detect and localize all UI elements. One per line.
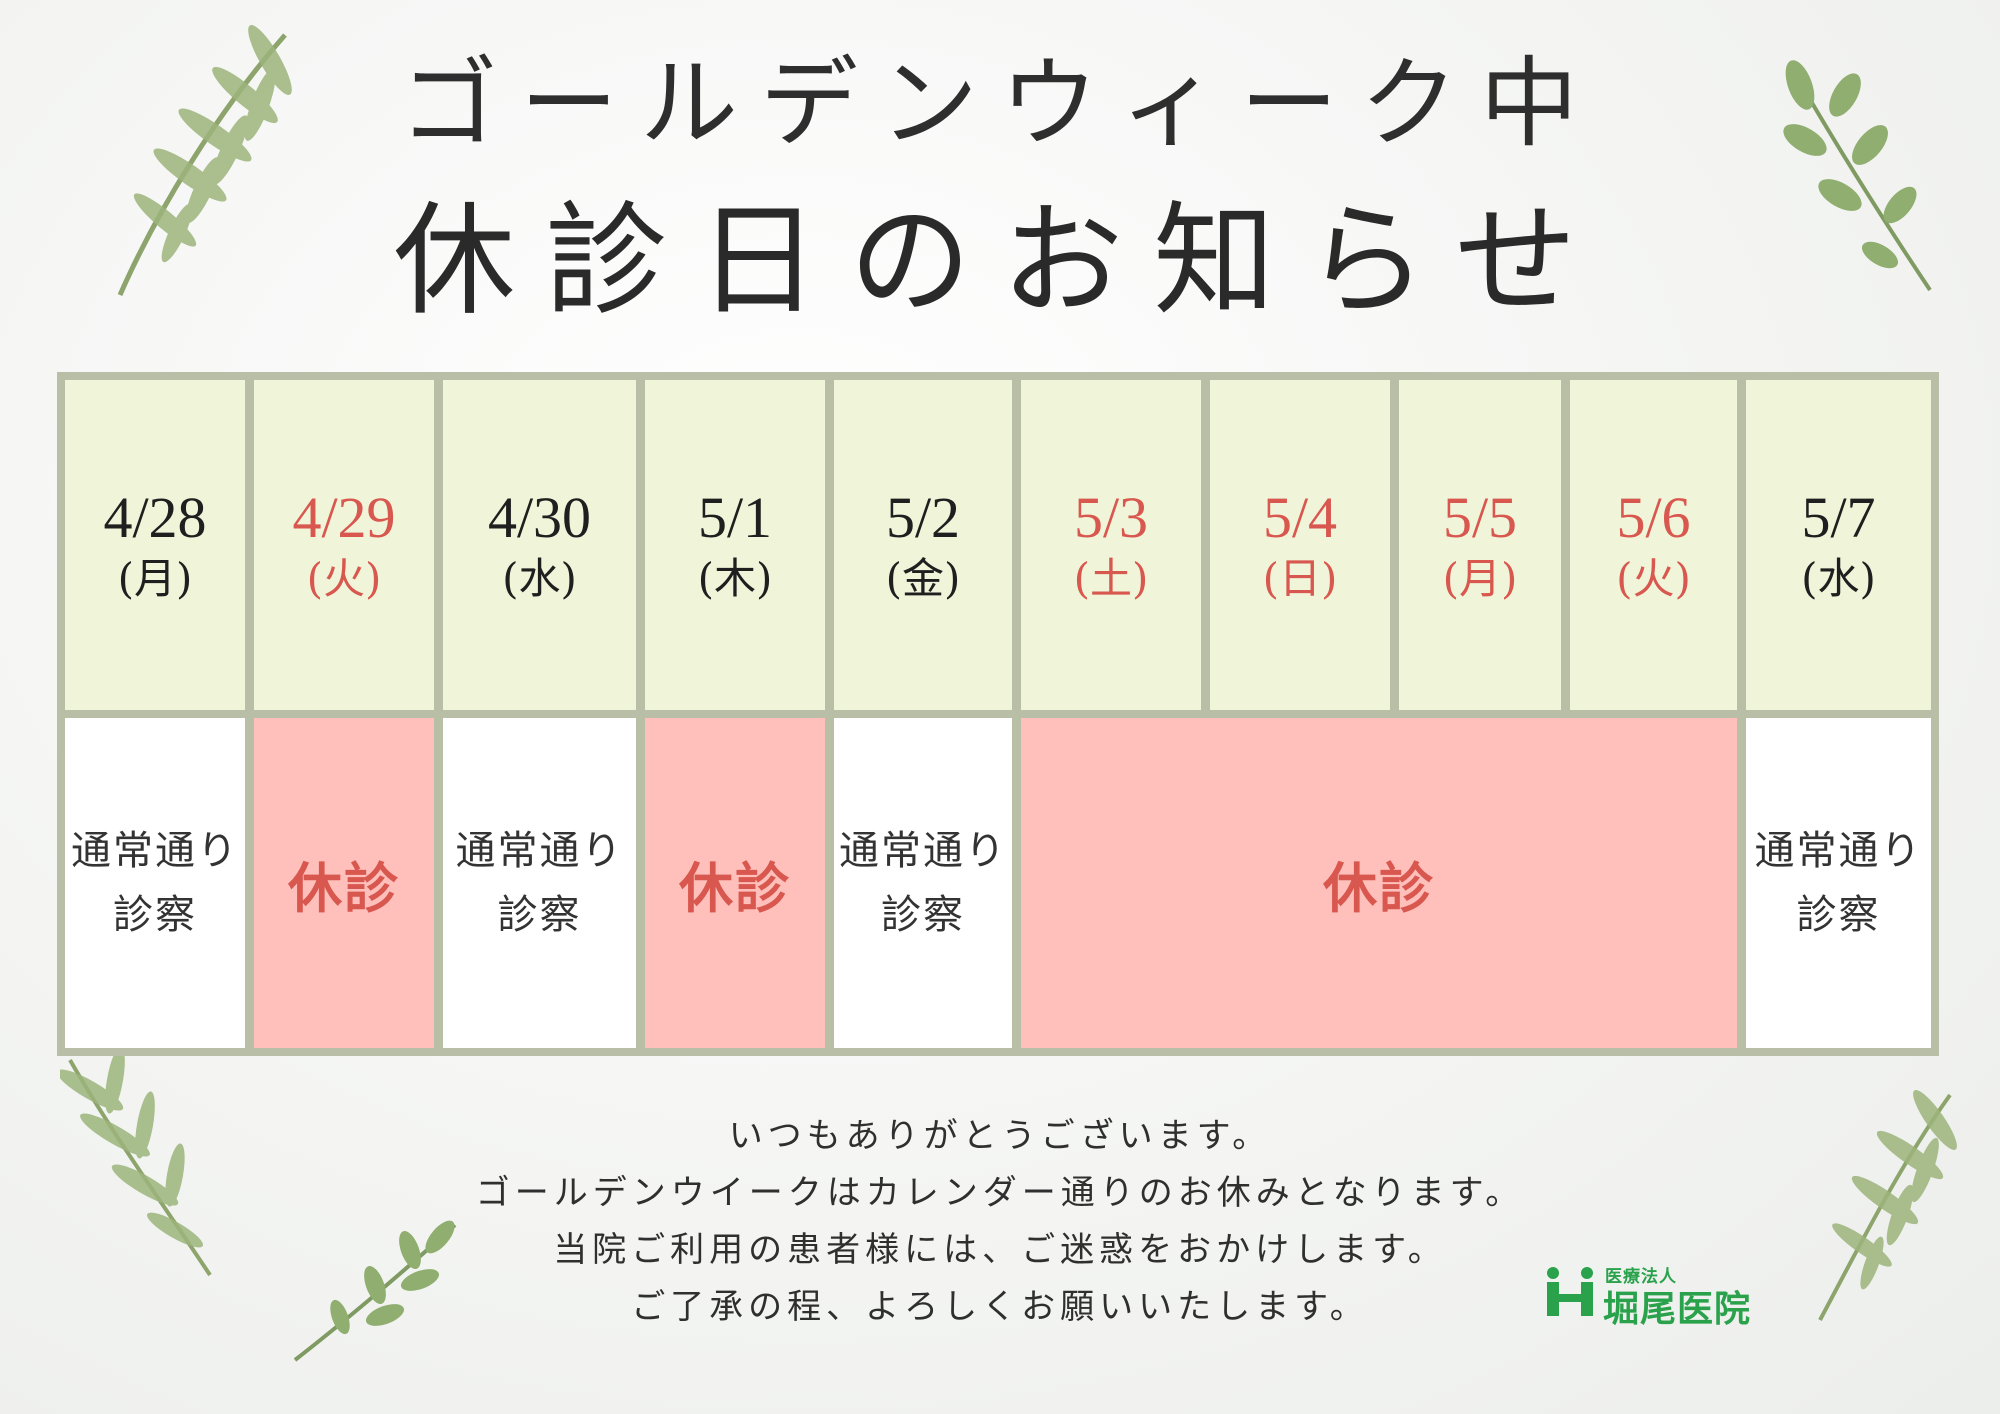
- date-label: 5/6: [1616, 484, 1691, 550]
- day-header-5-3: 5/3 (土): [1021, 380, 1201, 710]
- message-line: ゴールデンウイークはカレンダー通りのお休みとなります。: [475, 1173, 1525, 1213]
- date-label: 5/3: [1073, 484, 1149, 550]
- day-header-5-5: 5/5 (月): [1399, 380, 1561, 710]
- status-open-4-28: 通常通り 診察: [65, 718, 245, 1048]
- page-title-line2: 休診日のお知らせ: [393, 190, 1607, 332]
- clinic-logo: 医療法人 堀尾医院: [1543, 1262, 1763, 1330]
- weekday-label: (土): [1073, 553, 1149, 603]
- status-line1: 通常通り: [839, 828, 1007, 874]
- date-label: 5/1: [697, 484, 773, 550]
- status-open-5-7: 通常通り 診察: [1746, 718, 1931, 1048]
- closed-label: 休診: [1323, 855, 1435, 920]
- leaf-decoration-bottom-right-icon: [1818, 1090, 1957, 1321]
- status-open-4-30: 通常通り 診察: [443, 718, 636, 1048]
- weekday-label: (火): [306, 553, 382, 603]
- clinic-logo-icon: [1547, 1267, 1593, 1316]
- date-label: 5/7: [1801, 484, 1876, 550]
- status-line2: 診察: [1796, 892, 1881, 938]
- status-open-5-2: 通常通り 診察: [834, 718, 1012, 1048]
- status-line2: 診察: [497, 892, 582, 938]
- day-header-5-2: 5/2 (金): [834, 380, 1012, 710]
- page-title-line1: ゴールデンウィーク中: [399, 47, 1600, 161]
- status-line2: 診察: [881, 892, 965, 938]
- message-line: 当院ご利用の患者様には、ご迷惑をおかけします。: [553, 1230, 1447, 1270]
- day-header-4-29: 4/29 (火): [254, 380, 434, 710]
- weekday-label: (日): [1262, 553, 1338, 603]
- status-line1: 通常通り: [1754, 828, 1923, 874]
- closed-label: 休診: [679, 855, 791, 920]
- day-header-5-1: 5/1 (木): [645, 380, 825, 710]
- weekday-label: (金): [885, 553, 961, 603]
- status-line2: 診察: [113, 892, 197, 938]
- date-label: 4/28: [103, 484, 207, 550]
- date-label: 5/5: [1442, 484, 1518, 550]
- status-line1: 通常通り: [455, 828, 624, 874]
- status-closed-5-3-to-5-6: 休診: [1021, 718, 1737, 1048]
- date-label: 5/4: [1262, 484, 1338, 550]
- leaf-decoration-bottom-center-icon: [293, 1220, 457, 1362]
- weekday-label: (火): [1616, 553, 1691, 603]
- clinic-logo-name: 堀尾医院: [1603, 1289, 1752, 1330]
- weekday-label: (木): [697, 553, 773, 603]
- status-line1: 通常通り: [71, 828, 239, 874]
- leaf-decoration-top-right-icon: [1783, 60, 1932, 292]
- leaf-decoration-bottom-left-icon: [60, 1050, 212, 1277]
- closed-label: 休診: [288, 855, 400, 920]
- weekday-label: (月): [117, 553, 193, 603]
- holiday-schedule-table: 4/28 (月) 4/29 (火) 4/30 (水) 5/1 (木) 5/2 (…: [57, 372, 1939, 1056]
- date-label: 4/29: [292, 484, 396, 550]
- clinic-logo-subtitle: 医療法人: [1605, 1267, 1677, 1287]
- day-header-5-6: 5/6 (火): [1570, 380, 1737, 710]
- day-header-5-4: 5/4 (日): [1210, 380, 1390, 710]
- weekday-label: (水): [1801, 553, 1876, 603]
- weekday-label: (月): [1442, 553, 1518, 603]
- status-closed-4-29: 休診: [254, 718, 434, 1048]
- message-line: ご了承の程、よろしくお願いいたします。: [631, 1287, 1369, 1327]
- message-line: いつもありがとうございます。: [728, 1116, 1272, 1156]
- weekday-label: (水): [502, 553, 577, 603]
- day-header-4-30: 4/30 (水): [443, 380, 636, 710]
- day-header-4-28: 4/28 (月): [65, 380, 245, 710]
- notice-message: いつもありがとうございます。 ゴールデンウイークはカレンダー通りのお休みとなりま…: [0, 1108, 2000, 1336]
- date-label: 5/2: [885, 484, 961, 550]
- date-label: 4/30: [487, 484, 592, 550]
- leaf-decoration-top-left-icon: [117, 25, 292, 297]
- day-header-5-7: 5/7 (水): [1746, 380, 1931, 710]
- status-closed-5-1: 休診: [645, 718, 825, 1048]
